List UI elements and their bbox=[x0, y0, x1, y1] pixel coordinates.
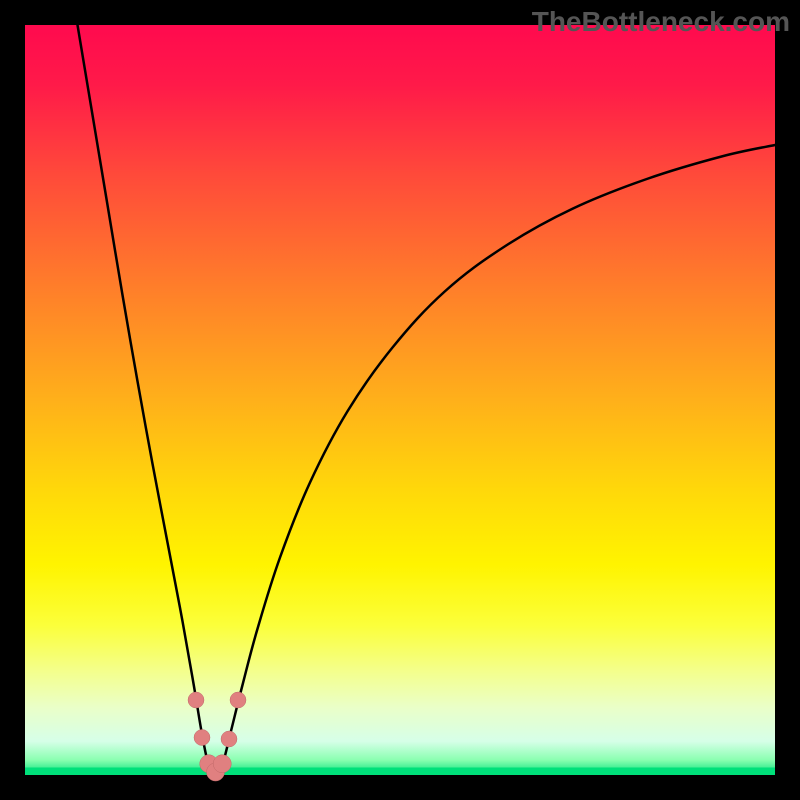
chart-svg bbox=[0, 0, 800, 800]
watermark-text: TheBottleneck.com bbox=[532, 6, 790, 38]
green-baseline-band bbox=[25, 768, 775, 776]
plot-background bbox=[25, 25, 775, 775]
optimal-marker bbox=[221, 731, 237, 747]
optimal-marker bbox=[194, 730, 210, 746]
bottleneck-chart: TheBottleneck.com bbox=[0, 0, 800, 800]
optimal-marker bbox=[213, 755, 231, 773]
optimal-marker bbox=[188, 692, 204, 708]
optimal-marker bbox=[230, 692, 246, 708]
